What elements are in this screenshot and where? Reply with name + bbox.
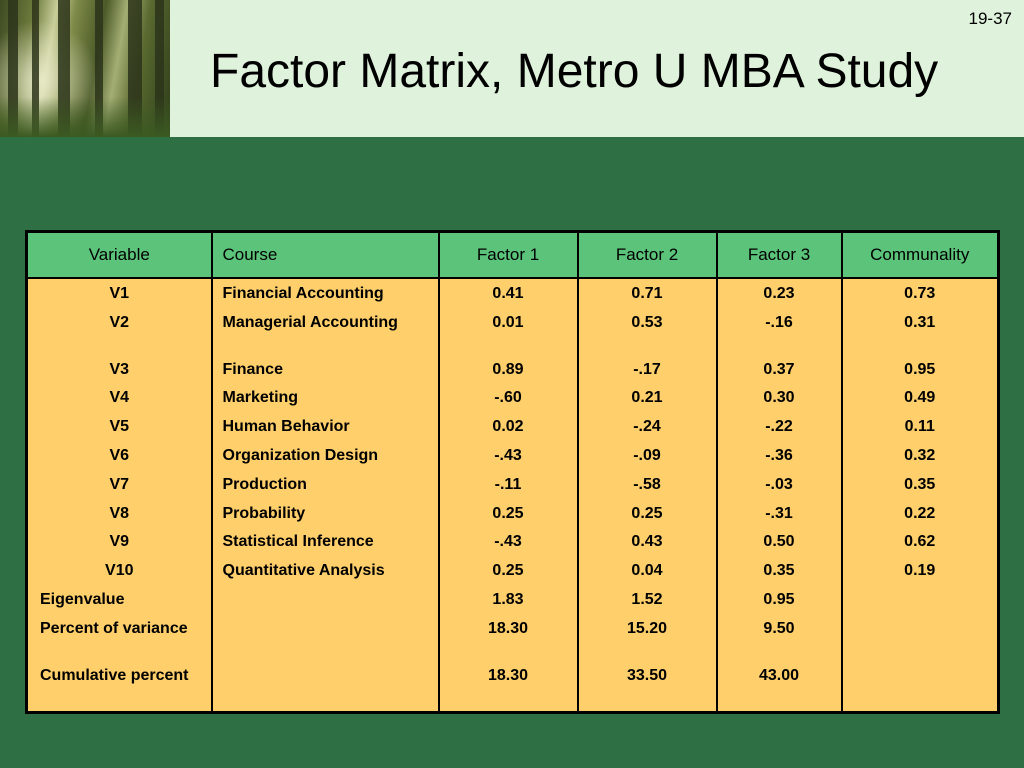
- variable-cell: V7: [109, 475, 130, 493]
- percent-variance-label: Percent of variance: [40, 619, 188, 637]
- factor-matrix-table: Variable Course Factor 1 Factor 2 Factor…: [25, 230, 1000, 714]
- cumulative-percent-label: Cumulative percent: [40, 666, 189, 684]
- variable-cell: V10: [105, 562, 134, 580]
- factor-1-cell: -.43: [494, 446, 522, 464]
- header-communality: Communality: [840, 231, 999, 279]
- factor-3-cell: -.31: [765, 504, 793, 522]
- header-course: Course: [210, 231, 439, 279]
- factor-1-cell: 18.30: [487, 619, 529, 637]
- course-cell: Marketing: [222, 389, 299, 407]
- factor-3-cell: -.16: [765, 313, 793, 331]
- communality-cell: 0.22: [904, 504, 936, 522]
- course-cell: Statistical Inference: [222, 533, 374, 551]
- communality-column: 0.73 0.31 0.95 0.49 0.11 0.32 0.35 0.22 …: [840, 278, 999, 713]
- factor-3-cell: -.03: [765, 475, 793, 493]
- slide-header: 19-37 Factor Matrix, Metro U MBA Study: [0, 0, 1024, 137]
- variable-cell: V9: [109, 533, 130, 551]
- factor-1-cell: 0.89: [492, 360, 524, 378]
- variable-cell: V2: [109, 313, 130, 331]
- factor-3-cell: 0.23: [763, 285, 795, 302]
- course-cell: Organization Design: [222, 446, 379, 464]
- table-body-row: V1 V2 V3 V4 V5 V6 V7 V8 V9 V10 Eigenvalu…: [26, 278, 999, 713]
- variable-cell: V4: [109, 389, 130, 407]
- variable-cell: V6: [109, 446, 130, 464]
- factor-3-cell: 0.37: [763, 360, 795, 378]
- course-cell: Probability: [222, 504, 306, 522]
- communality-cell: 0.62: [904, 533, 936, 551]
- variable-cell: V3: [109, 360, 130, 378]
- factor-2-cell: -.24: [633, 418, 661, 436]
- factor-1-cell: 0.25: [492, 562, 524, 580]
- factor-1-cell: -.43: [494, 533, 522, 551]
- eigenvalue-label: Eigenvalue: [40, 590, 125, 608]
- factor-1-cell: 0.01: [492, 313, 524, 331]
- factor-1-cell: 18.30: [487, 666, 529, 684]
- communality-cell: 0.31: [904, 313, 936, 331]
- forest-photo: [0, 0, 170, 137]
- factor-2-cell: 0.21: [631, 389, 663, 407]
- course-column: Financial Accounting Managerial Accounti…: [210, 278, 439, 713]
- factor-1-column: 0.41 0.01 0.89 -.60 0.02 -.43 -.11 0.25 …: [437, 278, 578, 713]
- factor-2-column: 0.71 0.53 -.17 0.21 -.24 -.09 -.58 0.25 …: [576, 278, 717, 713]
- slide-title: Factor Matrix, Metro U MBA Study: [210, 45, 939, 98]
- variable-cell: V8: [109, 504, 130, 522]
- variable-column: V1 V2 V3 V4 V5 V6 V7 V8 V9 V10 Eigenvalu…: [26, 278, 212, 713]
- factor-3-cell: 0.95: [763, 590, 795, 608]
- factor-1-cell: 1.83: [492, 590, 524, 608]
- factor-2-cell: 1.52: [631, 590, 663, 608]
- factor-2-cell: 0.71: [631, 285, 663, 302]
- communality-cell: 0.73: [904, 285, 936, 302]
- factor-3-cell: -.36: [765, 446, 793, 464]
- factor-2-cell: 0.25: [631, 504, 663, 522]
- course-cell: Finance: [222, 360, 283, 378]
- communality-cell: 0.19: [904, 562, 936, 580]
- course-cell: Quantitative Analysis: [222, 562, 385, 580]
- slide-number: 19-37: [968, 9, 1012, 28]
- header-variable: Variable: [26, 231, 212, 279]
- factor-2-cell: 33.50: [626, 666, 668, 684]
- header-factor-1: Factor 1: [437, 231, 578, 279]
- table-header-row: Variable Course Factor 1 Factor 2 Factor…: [26, 231, 999, 279]
- communality-cell: 0.11: [904, 418, 935, 436]
- factor-2-cell: 0.43: [631, 533, 663, 551]
- header-factor-3: Factor 3: [715, 231, 842, 279]
- factor-2-cell: -.09: [633, 446, 661, 464]
- communality-cell: 0.49: [904, 389, 936, 407]
- variable-cell: V5: [109, 418, 130, 436]
- factor-2-cell: 15.20: [626, 619, 668, 637]
- factor-3-cell: 0.35: [763, 562, 795, 580]
- factor-1-cell: 0.02: [492, 418, 524, 436]
- communality-cell: 0.32: [904, 446, 936, 464]
- factor-3-cell: 0.30: [763, 389, 795, 407]
- course-cell: Financial Accounting: [222, 285, 384, 302]
- factor-1-cell: 0.25: [492, 504, 524, 522]
- factor-3-cell: 9.50: [763, 619, 795, 637]
- factor-3-cell: 43.00: [758, 666, 800, 684]
- factor-2-cell: 0.04: [631, 562, 663, 580]
- factor-3-column: 0.23 -.16 0.37 0.30 -.22 -.36 -.03 -.31 …: [715, 278, 842, 713]
- factor-3-cell: -.22: [765, 418, 793, 436]
- communality-cell: 0.95: [904, 360, 936, 378]
- factor-2-cell: -.58: [633, 475, 661, 493]
- course-cell: Production: [222, 475, 307, 493]
- course-cell: Managerial Accounting: [222, 313, 398, 331]
- factor-2-cell: -.17: [633, 360, 661, 378]
- factor-2-cell: 0.53: [631, 313, 663, 331]
- factor-3-cell: 0.50: [763, 533, 795, 551]
- header-factor-2: Factor 2: [576, 231, 717, 279]
- variable-cell: V1: [109, 285, 130, 302]
- factor-1-cell: 0.41: [492, 285, 524, 302]
- factor-1-cell: -.60: [494, 389, 522, 407]
- communality-cell: 0.35: [904, 475, 936, 493]
- course-cell: Human Behavior: [222, 418, 350, 436]
- factor-1-cell: -.11: [494, 475, 522, 493]
